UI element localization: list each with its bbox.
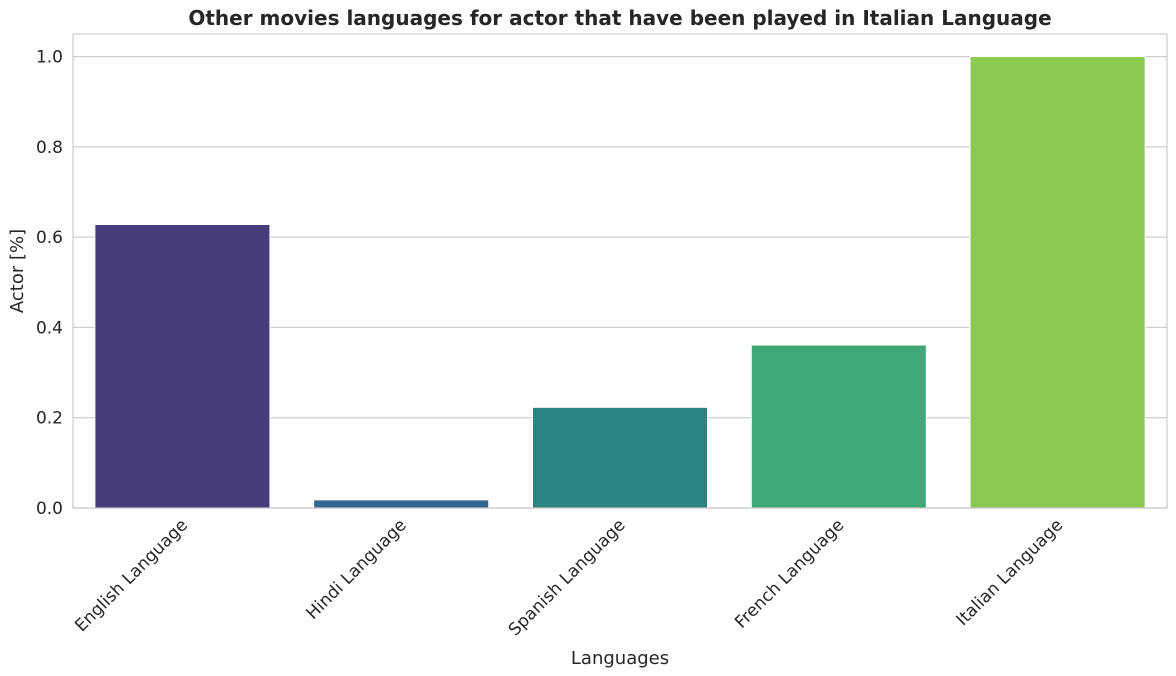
bar — [750, 344, 927, 509]
bar — [313, 499, 490, 509]
chart-title: Other movies languages for actor that ha… — [188, 6, 1051, 30]
x-tick-label: Italian Language — [953, 515, 1068, 630]
y-tick-labels: 0.0 0.2 0.4 0.6 0.8 1.0 — [36, 48, 63, 519]
x-tick-labels: English Language Hindi Language Spanish La… — [71, 515, 1067, 640]
x-tick-label: Hindi Language — [302, 515, 410, 623]
bar — [969, 56, 1146, 509]
y-tick-label: 0.2 — [36, 409, 63, 429]
x-tick-label: Spanish Language — [505, 515, 630, 640]
plot-frame — [72, 33, 1168, 509]
y-tick-label: 1.0 — [36, 48, 63, 68]
y-axis-label: Actor [%] — [7, 229, 28, 313]
bar — [94, 224, 271, 509]
y-tick-label: 0.6 — [36, 228, 63, 248]
y-tick-label: 0.8 — [36, 138, 63, 158]
y-tick-label: 0.0 — [36, 499, 63, 519]
x-tick-label: French Language — [731, 515, 848, 632]
bar — [531, 406, 709, 509]
x-tick-label: English Language — [71, 515, 192, 636]
x-axis-label: Languages — [571, 648, 669, 669]
bars — [94, 56, 1146, 509]
y-tick-label: 0.4 — [36, 318, 63, 338]
